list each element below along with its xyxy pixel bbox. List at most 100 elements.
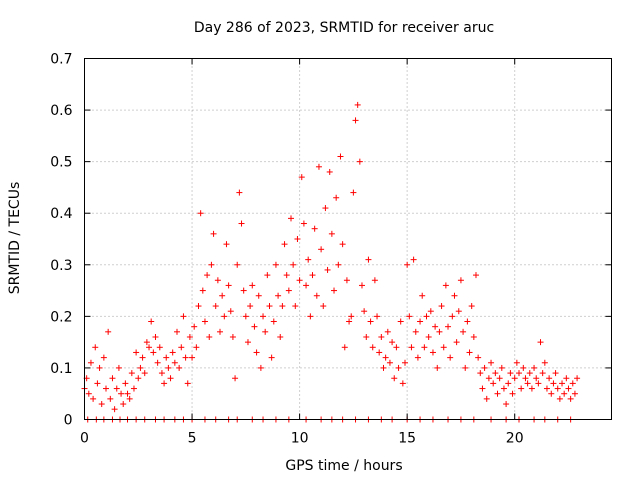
data-point (350, 189, 357, 196)
data-point (234, 261, 241, 268)
data-point (227, 308, 234, 315)
data-point (285, 287, 292, 294)
data-point (169, 349, 176, 356)
data-point (115, 364, 122, 371)
data-point (103, 385, 110, 392)
data-point (363, 333, 370, 340)
data-point (148, 318, 155, 325)
data-point (176, 364, 183, 371)
data-point (244, 339, 251, 346)
data-point (518, 385, 525, 392)
data-point (528, 385, 535, 392)
data-point (341, 344, 348, 351)
data-point (442, 282, 449, 289)
data-point (339, 241, 346, 248)
data-point (531, 364, 538, 371)
data-point (333, 194, 340, 201)
data-point (281, 241, 288, 248)
data-point (507, 370, 514, 377)
data-point (559, 380, 566, 387)
y-tick-label: 0.1 (50, 361, 72, 377)
data-point (189, 354, 196, 361)
data-point (303, 282, 310, 289)
data-point (182, 354, 189, 361)
data-point (109, 375, 116, 382)
data-point (158, 370, 165, 377)
data-point (208, 261, 215, 268)
x-tick-labels: 0 5 10 15 20 (80, 431, 524, 447)
data-point (161, 380, 168, 387)
data-point (408, 344, 415, 351)
data-point (318, 246, 325, 253)
data-point (412, 328, 419, 335)
data-point (434, 364, 441, 371)
x-axis-label: GPS time / hours (285, 458, 402, 474)
data-point (541, 359, 548, 366)
data-point (440, 344, 447, 351)
data-point (195, 303, 202, 310)
data-point (283, 272, 290, 279)
data-point (432, 323, 439, 330)
data-point (262, 328, 269, 335)
data-point (561, 390, 568, 397)
data-point (315, 163, 322, 170)
data-point (85, 390, 92, 397)
y-tick-labels: 0 0.1 0.2 0.3 0.4 0.5 0.6 0.7 (50, 52, 72, 429)
x-tick-label: 20 (506, 431, 524, 447)
data-point (257, 364, 264, 371)
data-point (490, 380, 497, 387)
data-point (249, 282, 256, 289)
data-point (165, 364, 172, 371)
data-point (427, 308, 434, 315)
data-point (483, 395, 490, 402)
data-point (447, 354, 454, 361)
data-point (436, 328, 443, 335)
data-point (307, 313, 314, 320)
data-point (130, 385, 137, 392)
data-point (173, 328, 180, 335)
data-point (229, 333, 236, 340)
data-point (425, 333, 432, 340)
data-point (214, 277, 221, 284)
data-point (391, 375, 398, 382)
data-point (472, 272, 479, 279)
data-point (87, 359, 94, 366)
data-point (124, 390, 131, 397)
data-point (105, 328, 112, 335)
data-point (107, 395, 114, 402)
data-point (126, 395, 133, 402)
data-point (496, 375, 503, 382)
data-point (92, 344, 99, 351)
data-point (313, 292, 320, 299)
data-point (199, 287, 206, 294)
data-point (513, 359, 520, 366)
data-point (451, 292, 458, 299)
y-tick-label: 0 (64, 413, 73, 429)
data-point (571, 390, 578, 397)
data-point (184, 380, 191, 387)
data-point (294, 236, 301, 242)
grid-lines (84, 58, 612, 420)
data-point (565, 385, 572, 392)
data-point (279, 303, 286, 310)
data-point (522, 375, 529, 382)
data-point (139, 354, 146, 361)
data-point (429, 349, 436, 356)
data-point (445, 323, 452, 330)
data-point (143, 339, 150, 346)
data-point (255, 292, 262, 299)
data-point (260, 313, 267, 320)
data-point (217, 328, 224, 335)
data-point (455, 308, 462, 315)
data-point (354, 101, 361, 108)
data-point (253, 349, 260, 356)
data-point (494, 390, 501, 397)
data-point (266, 303, 273, 310)
data-point (457, 277, 464, 284)
data-point (322, 205, 329, 212)
data-point (438, 303, 445, 310)
data-point (460, 328, 467, 335)
data-point (556, 395, 563, 402)
data-point (335, 261, 342, 268)
data-point (503, 401, 510, 408)
